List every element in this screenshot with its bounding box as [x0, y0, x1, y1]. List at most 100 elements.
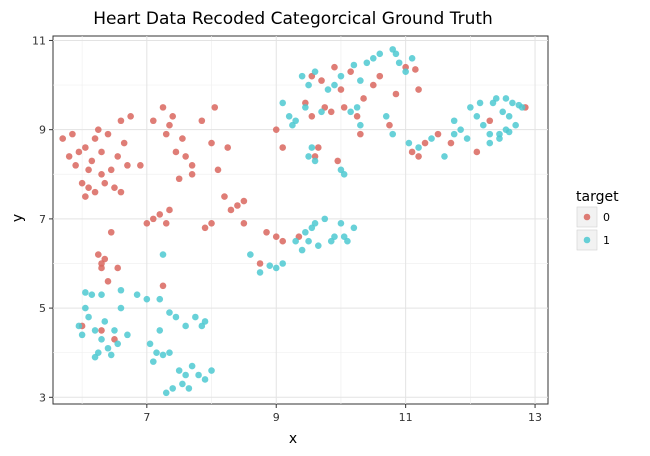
minor-grid — [53, 36, 548, 404]
data-point-target-0 — [447, 139, 455, 147]
data-point-target-0 — [162, 220, 170, 227]
data-point-target-0 — [94, 251, 102, 258]
data-point-target-1 — [473, 112, 481, 120]
data-point-target-0 — [357, 130, 364, 138]
data-point-target-1 — [82, 304, 89, 312]
data-point-target-1 — [201, 376, 209, 383]
data-point-target-0 — [334, 157, 342, 165]
data-point-target-1 — [402, 68, 409, 75]
data-point-target-1 — [492, 95, 500, 102]
data-point-target-1 — [192, 313, 199, 321]
data-point-target-0 — [82, 193, 89, 200]
data-point-target-1 — [467, 104, 474, 111]
x-tick-label: 13 — [528, 411, 542, 424]
data-point-target-0 — [214, 166, 222, 174]
data-point-target-0 — [114, 264, 122, 272]
data-point-target-0 — [124, 162, 131, 169]
data-point-target-1 — [298, 246, 306, 254]
data-point-target-1 — [357, 77, 364, 84]
data-point-target-0 — [392, 90, 400, 98]
data-point-target-0 — [65, 153, 73, 160]
data-point-target-1 — [486, 130, 494, 138]
data-point-target-1 — [311, 220, 319, 227]
data-point-target-0 — [340, 104, 348, 111]
data-point-target-0 — [279, 237, 287, 245]
data-point-target-1 — [318, 108, 325, 116]
data-point-target-0 — [421, 139, 429, 147]
data-point-target-1 — [266, 262, 274, 270]
data-point-target-0 — [347, 68, 354, 75]
data-point-target-0 — [369, 81, 377, 89]
y-tick-label: 7 — [39, 213, 46, 226]
data-point-target-0 — [172, 148, 180, 156]
data-point-target-1 — [350, 61, 358, 69]
data-point-target-1 — [75, 322, 83, 330]
data-point-target-1 — [292, 237, 299, 245]
data-point-target-1 — [428, 135, 435, 142]
data-point-target-0 — [149, 215, 157, 223]
data-point-target-1 — [149, 358, 157, 365]
data-point-target-0 — [72, 162, 79, 169]
data-point-target-1 — [111, 327, 118, 334]
data-point-target-0 — [91, 188, 99, 196]
data-point-target-1 — [298, 72, 306, 80]
data-point-target-0 — [240, 197, 248, 205]
data-point-target-1 — [82, 289, 89, 296]
data-point-target-0 — [169, 112, 177, 120]
data-point-target-0 — [201, 224, 209, 232]
x-tick-label: 11 — [399, 411, 413, 424]
data-point-target-1 — [302, 228, 309, 236]
data-point-target-1 — [104, 344, 112, 352]
data-point-target-0 — [166, 206, 173, 214]
data-point-target-0 — [159, 104, 167, 111]
data-point-target-1 — [272, 264, 280, 272]
legend-label: 1 — [603, 234, 610, 247]
y-tick-label: 9 — [39, 124, 46, 137]
data-point-target-1 — [350, 224, 358, 232]
data-point-target-0 — [78, 179, 86, 187]
data-point-target-0 — [117, 117, 125, 125]
data-point-target-1 — [450, 130, 458, 138]
data-point-target-1 — [91, 353, 99, 361]
data-point-target-1 — [133, 291, 141, 299]
data-point-target-1 — [182, 322, 189, 330]
data-point-target-1 — [159, 251, 167, 258]
data-point-target-1 — [166, 349, 173, 357]
data-point-target-1 — [505, 112, 513, 120]
data-point-target-1 — [153, 349, 160, 357]
data-point-target-0 — [98, 327, 105, 334]
data-point-target-0 — [75, 148, 83, 156]
data-point-target-1 — [256, 269, 264, 276]
data-point-target-1 — [450, 117, 458, 125]
legend-key-marker — [583, 213, 591, 221]
data-point-target-0 — [98, 148, 105, 156]
data-point-target-1 — [188, 362, 196, 370]
data-point-target-0 — [120, 139, 128, 147]
data-point-target-0 — [91, 135, 99, 142]
data-point-target-0 — [486, 117, 494, 125]
data-point-target-1 — [463, 135, 471, 142]
data-point-target-1 — [285, 112, 293, 120]
data-point-target-1 — [146, 340, 154, 348]
data-point-target-1 — [107, 351, 115, 359]
data-point-target-1 — [279, 260, 287, 267]
data-point-target-0 — [434, 130, 442, 138]
legend: target 0 1 — [576, 189, 619, 251]
data-point-target-1 — [486, 139, 494, 147]
data-point-target-0 — [415, 153, 422, 160]
data-point-target-0 — [175, 175, 183, 183]
data-point-target-1 — [505, 128, 513, 136]
y-tick-label: 3 — [39, 391, 46, 404]
data-point-target-0 — [473, 148, 481, 156]
data-point-target-0 — [272, 126, 280, 133]
data-point-target-0 — [327, 108, 335, 116]
data-point-target-1 — [156, 295, 164, 303]
data-point-target-0 — [208, 220, 215, 227]
data-point-target-1 — [344, 237, 351, 245]
data-point-target-0 — [104, 278, 112, 285]
plot-panel — [52, 35, 549, 405]
data-point-target-0 — [159, 282, 167, 290]
data-point-target-1 — [98, 336, 105, 343]
data-point-target-1 — [195, 371, 202, 379]
